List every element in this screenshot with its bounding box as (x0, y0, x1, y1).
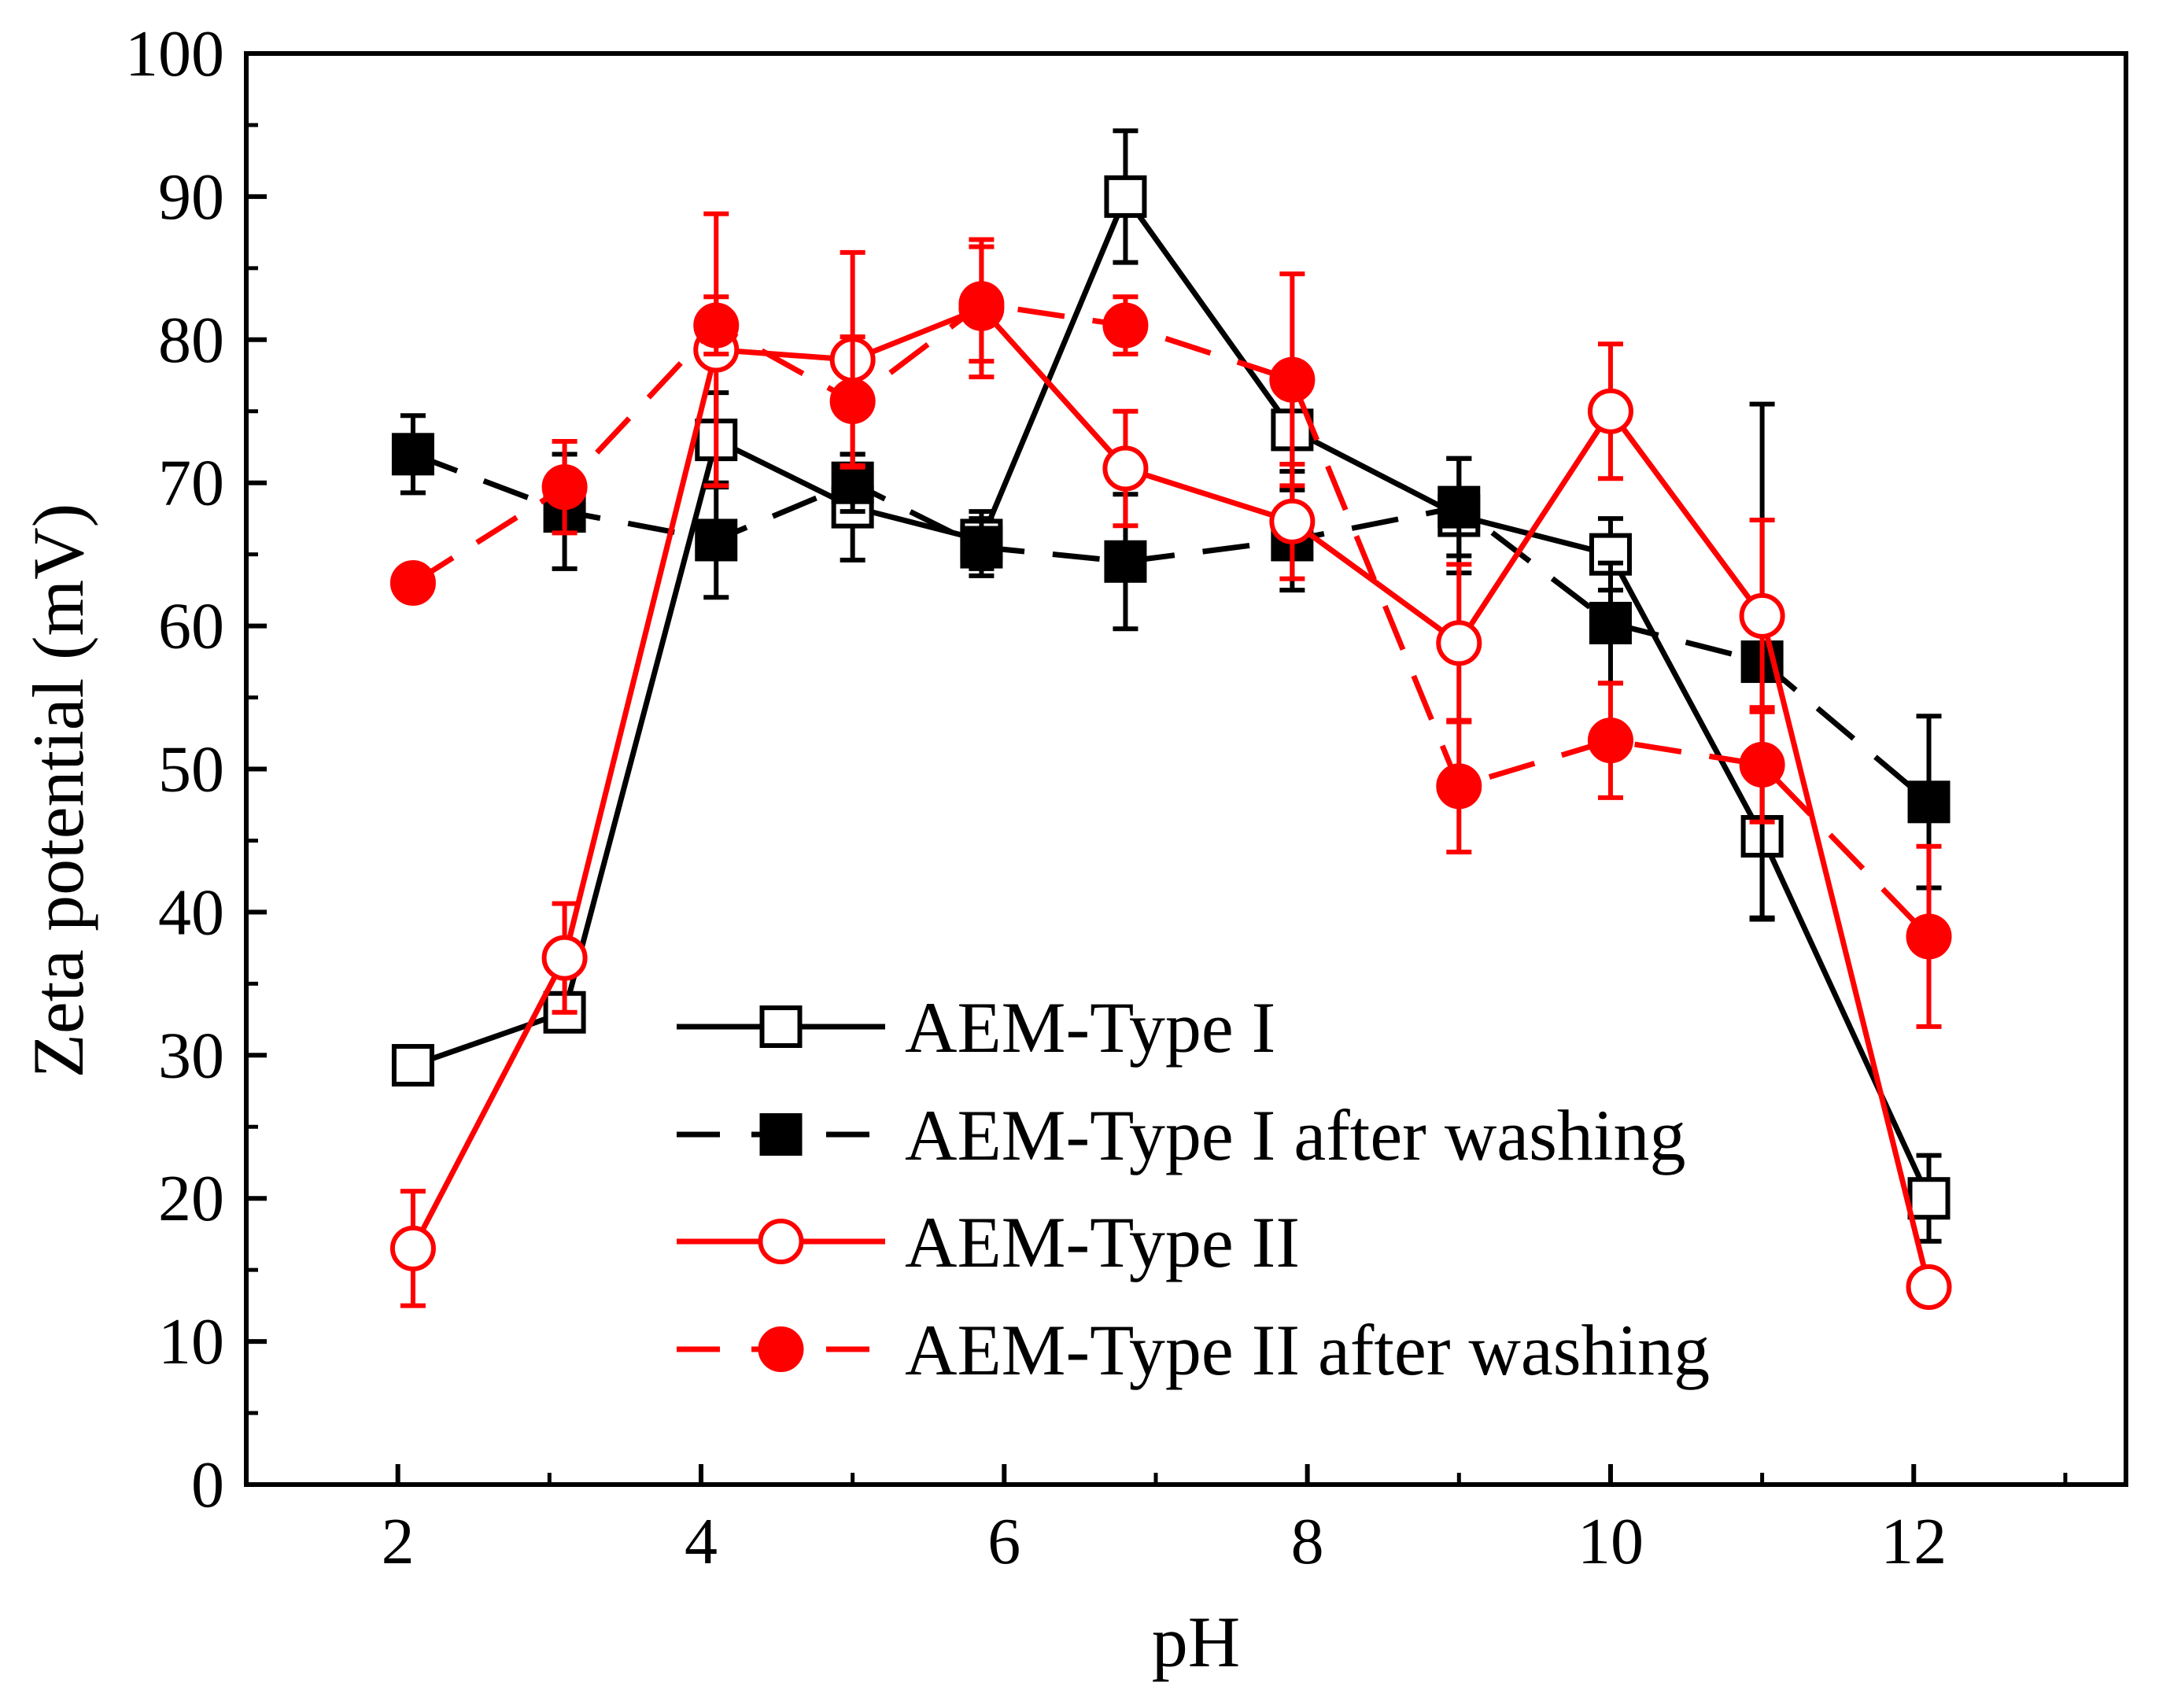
data-point (1906, 1263, 1952, 1310)
data-point (1589, 601, 1632, 644)
data-point (1587, 388, 1633, 434)
data-point (389, 1225, 436, 1271)
data-point (831, 461, 874, 504)
legend-label: AEM-Type I (905, 987, 1275, 1068)
legend-label: AEM-Type II (905, 1202, 1300, 1282)
legend-entry-aem-type-ii-after-washing: AEM-Type II after washing (677, 1310, 1710, 1390)
x-tick-label: 10 (1578, 1505, 1644, 1578)
series-line (412, 452, 1931, 805)
data-point (1436, 620, 1482, 666)
data-point (829, 378, 876, 425)
y-tick-label: 10 (158, 1305, 224, 1378)
x-tick-label: 6 (987, 1505, 1020, 1578)
y-axis-title: Zeta potential (mV) (18, 504, 98, 1079)
data-point (1906, 913, 1952, 960)
legend: AEM-Type I AEM-Type I after washing AEM-Ty… (677, 987, 1710, 1390)
data-point (541, 935, 588, 981)
series-layer (389, 128, 1952, 1310)
data-point (1102, 445, 1149, 492)
data-point (1589, 533, 1632, 576)
legend-entry-aem-type-i-after-washing: AEM-Type I after washing (677, 1095, 1685, 1175)
y-tick-label: 20 (158, 1162, 224, 1235)
data-point (960, 526, 1003, 569)
legend-entry-aem-type-i: AEM-Type I (677, 987, 1275, 1068)
legend-marker (758, 1219, 804, 1264)
y-tick-label: 100 (125, 17, 224, 90)
series-aem-type-ii-after-washing (389, 244, 1952, 1029)
data-point (1907, 1177, 1950, 1220)
y-tick-label: 60 (158, 590, 224, 663)
legend-label: AEM-Type II after washing (905, 1310, 1710, 1390)
data-point (1436, 763, 1482, 810)
data-point (1104, 540, 1147, 583)
legend-marker (758, 1326, 804, 1372)
x-tick-label: 8 (1291, 1505, 1324, 1578)
y-tick-label: 70 (158, 447, 224, 520)
data-point (391, 1044, 434, 1087)
y-tick-label: 40 (158, 876, 224, 949)
data-point (1907, 780, 1950, 824)
data-point (391, 433, 434, 476)
data-point (1102, 302, 1149, 349)
data-point (958, 281, 1005, 327)
legend-marker (759, 1005, 803, 1048)
data-point (1269, 356, 1316, 403)
x-tick-label: 4 (685, 1505, 718, 1578)
data-point (541, 464, 588, 511)
data-point (1104, 175, 1147, 218)
data-point (389, 560, 436, 607)
axes-layer: 0 10 20 30 40 50 60 70 80 90 100 2 4 6 8 10 12 (125, 17, 2128, 1578)
data-point (693, 302, 740, 349)
data-point (1587, 718, 1633, 764)
y-tick-label: 0 (191, 1448, 224, 1522)
y-tick-label: 80 (158, 304, 224, 377)
legend-label: AEM-Type I after washing (905, 1095, 1685, 1175)
series-aem-type-ii (389, 211, 1952, 1310)
legend-entry-aem-type-ii: AEM-Type II (677, 1202, 1300, 1282)
data-point (1739, 592, 1785, 639)
y-tick-label: 90 (158, 160, 224, 234)
data-point (1437, 485, 1481, 529)
legend-marker (759, 1113, 803, 1156)
x-axis-title: pH (1152, 1602, 1240, 1682)
y-tick-label: 50 (158, 733, 224, 806)
x-tick-label: 2 (382, 1505, 415, 1578)
y-tick-label: 30 (158, 1019, 224, 1092)
data-point (695, 518, 738, 562)
data-point (1269, 498, 1316, 544)
x-tick-label: 12 (1880, 1505, 1947, 1578)
data-point (1739, 742, 1785, 788)
